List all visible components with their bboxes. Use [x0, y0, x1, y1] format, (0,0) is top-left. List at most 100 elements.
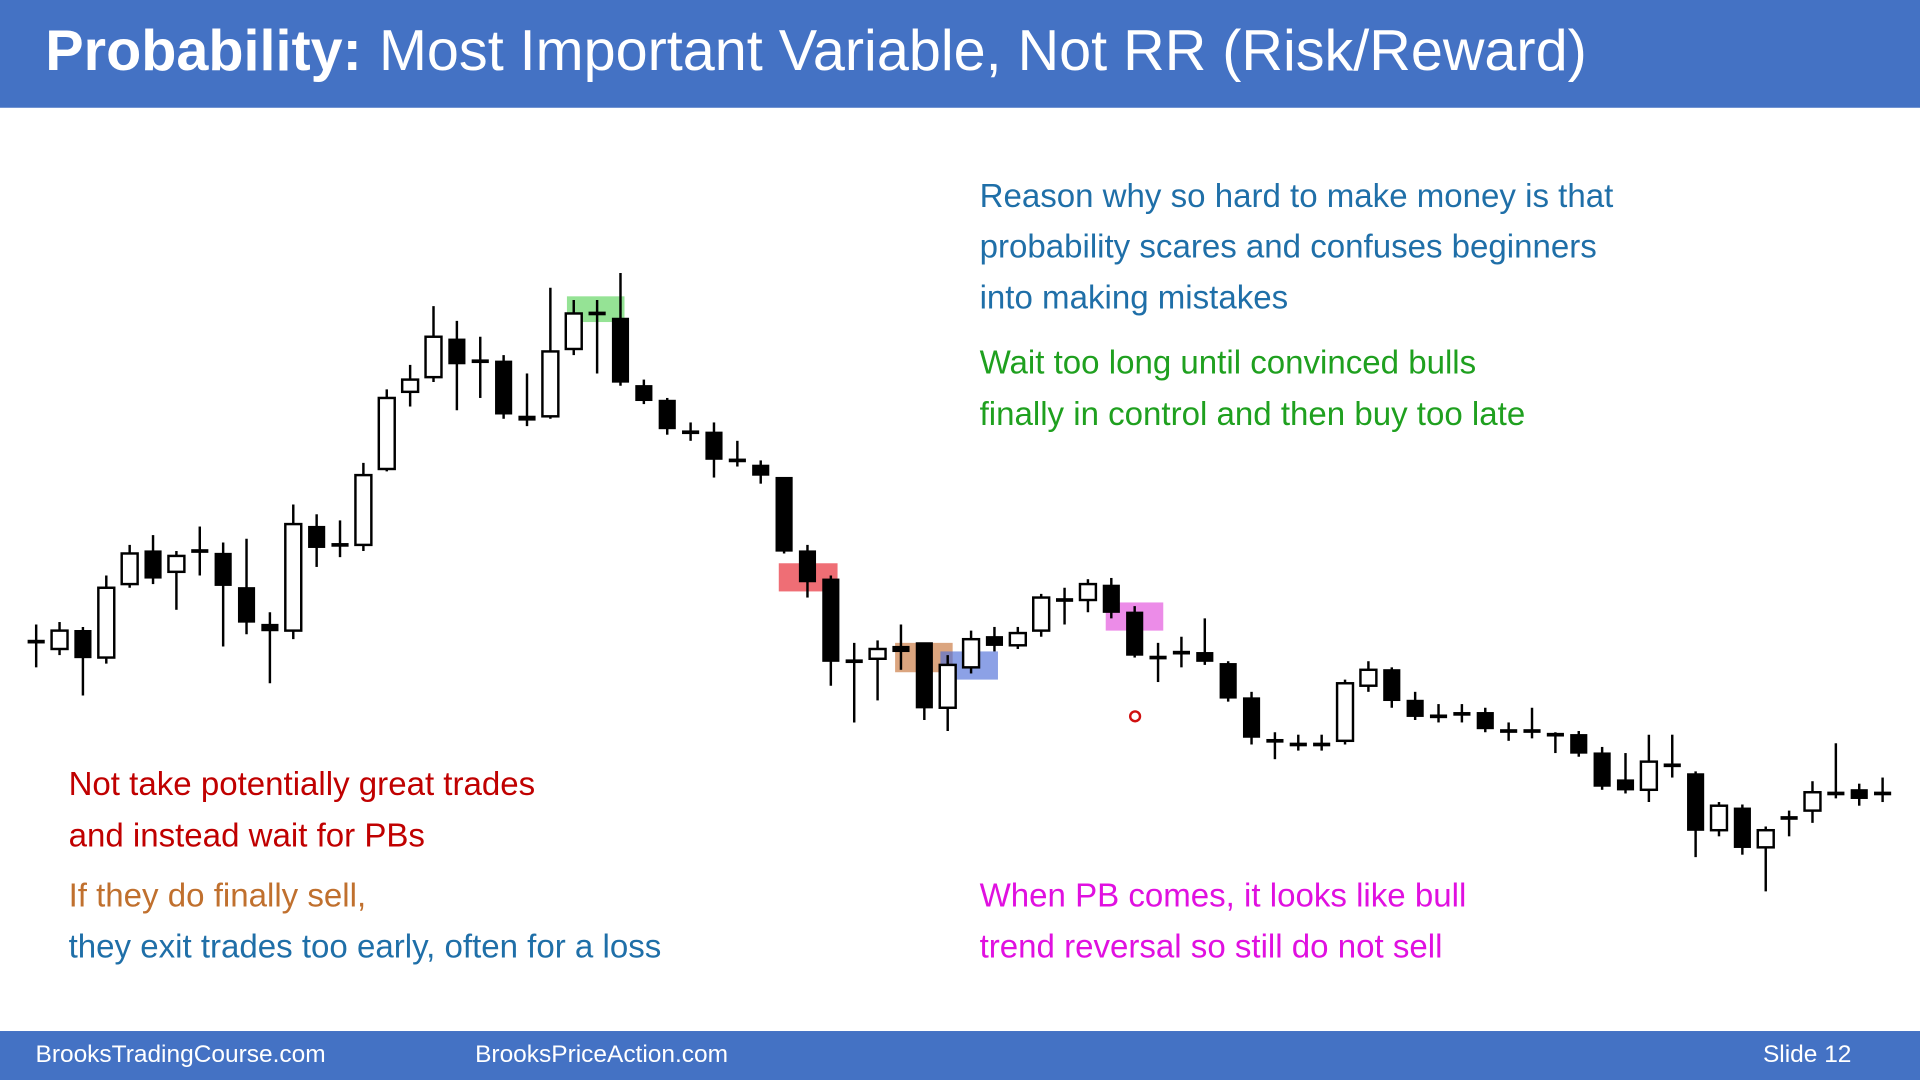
not-take-note: Not take potentially great trades and in… — [69, 766, 536, 854]
candle-body — [1359, 668, 1378, 687]
candle-body — [1874, 791, 1892, 796]
note-line: Wait too long until convinced bulls — [980, 345, 1477, 382]
candle-body — [1523, 729, 1541, 733]
note-line: When PB comes, it looks like bull — [980, 877, 1467, 914]
candle-body — [1008, 631, 1028, 647]
candle-body — [658, 399, 676, 430]
candle-body — [1383, 669, 1401, 702]
candle-body — [892, 645, 910, 653]
footer-middle: BrooksPriceAction.com — [475, 1041, 728, 1068]
exit-note: they exit trades too early, often for a … — [69, 929, 662, 966]
candle-body — [308, 525, 326, 548]
candle-body — [1219, 663, 1237, 699]
candle-body — [1850, 789, 1868, 799]
candle-body — [167, 554, 186, 574]
note-line: Reason why so hard to make money is that — [980, 178, 1614, 215]
candle-body — [1289, 742, 1307, 747]
candle-body — [144, 550, 162, 579]
candle-body — [1149, 655, 1167, 660]
wait-note: Wait too long until convinced bulls fina… — [980, 345, 1526, 433]
title: Probability: Most Important Variable, Not… — [45, 19, 1586, 83]
candles — [27, 273, 1892, 892]
candle-body — [1313, 742, 1331, 747]
candle-body — [1616, 779, 1635, 791]
candle-body — [284, 522, 303, 632]
candle-body — [237, 587, 256, 623]
sell-note: If they do finally sell, — [69, 877, 367, 914]
candle-body — [1570, 734, 1588, 754]
cursor-dot — [1128, 710, 1142, 723]
candle-body — [1126, 611, 1144, 656]
candle-body — [1266, 738, 1284, 743]
candle-body — [1102, 584, 1120, 613]
candle-body — [377, 396, 396, 471]
candle-body — [97, 586, 116, 659]
candle-body — [27, 639, 45, 644]
candle-body — [1803, 791, 1822, 812]
footer-left: BrooksTradingCourse.com — [36, 1041, 326, 1068]
candle-body — [845, 659, 863, 664]
candle-body — [74, 630, 92, 659]
candle-body — [1196, 652, 1214, 662]
candle-body — [50, 629, 69, 651]
candle-body — [261, 623, 279, 632]
candle-body — [1242, 697, 1261, 738]
note-line: and instead wait for PBs — [69, 817, 425, 854]
candle-body — [1733, 807, 1751, 848]
candle-body — [938, 663, 957, 709]
candle-body — [1663, 763, 1681, 768]
candle-body — [495, 360, 513, 415]
candle-body — [915, 642, 933, 709]
title-bold: Probability: — [45, 19, 362, 83]
candle-body — [1453, 712, 1471, 716]
note-line: Not take potentially great trades — [69, 766, 536, 803]
candle-body — [798, 550, 817, 583]
candle-body — [1593, 752, 1611, 787]
candle-body — [868, 647, 887, 660]
candle-body — [1639, 760, 1659, 792]
candle-body — [191, 549, 209, 553]
note-line: probability scares and confuses beginner… — [980, 228, 1597, 265]
candle-body — [682, 430, 700, 435]
candle-body — [775, 476, 793, 552]
candle-body — [120, 552, 139, 586]
note-line: into making mistakes — [980, 280, 1289, 317]
candle-body — [1032, 596, 1051, 632]
candle-body — [541, 350, 560, 418]
note-line: trend reversal so still do not sell — [980, 929, 1443, 966]
candle-body — [1476, 712, 1494, 730]
pb-note: When PB comes, it looks like bull trend … — [980, 877, 1467, 965]
candle-body — [1687, 773, 1705, 831]
candle-body — [588, 311, 606, 316]
candle-body — [1546, 732, 1564, 737]
candle-body — [611, 317, 630, 383]
candle-body — [1709, 804, 1729, 832]
note-line: finally in control and then buy too late — [980, 396, 1526, 433]
candle-body — [354, 473, 373, 547]
candle-body — [1078, 582, 1098, 602]
candle-body — [752, 464, 770, 476]
candle-body — [1780, 816, 1798, 820]
candle-body — [1172, 650, 1190, 655]
candle-body — [728, 458, 746, 463]
candle-body — [1055, 598, 1074, 602]
candle-body — [424, 335, 443, 379]
candle-body — [331, 543, 349, 547]
reason-note: Reason why so hard to make money is that… — [980, 178, 1614, 317]
footer-bar — [0, 1031, 1920, 1080]
candle-body — [1406, 699, 1424, 717]
candle-body — [214, 552, 232, 586]
slide-number: Slide 12 — [1763, 1041, 1851, 1068]
title-rest: Most Important Variable, Not RR (Risk/Re… — [379, 19, 1587, 83]
candle-body — [1429, 714, 1448, 719]
title-bar — [0, 0, 1920, 108]
candle-body — [985, 636, 1004, 646]
candle-body — [471, 359, 489, 364]
candle-body — [518, 415, 536, 421]
candle-body — [400, 378, 420, 394]
candle-body — [1756, 828, 1775, 849]
candle-body — [705, 431, 723, 460]
candle-body — [1500, 729, 1518, 733]
candle-body — [448, 338, 466, 365]
